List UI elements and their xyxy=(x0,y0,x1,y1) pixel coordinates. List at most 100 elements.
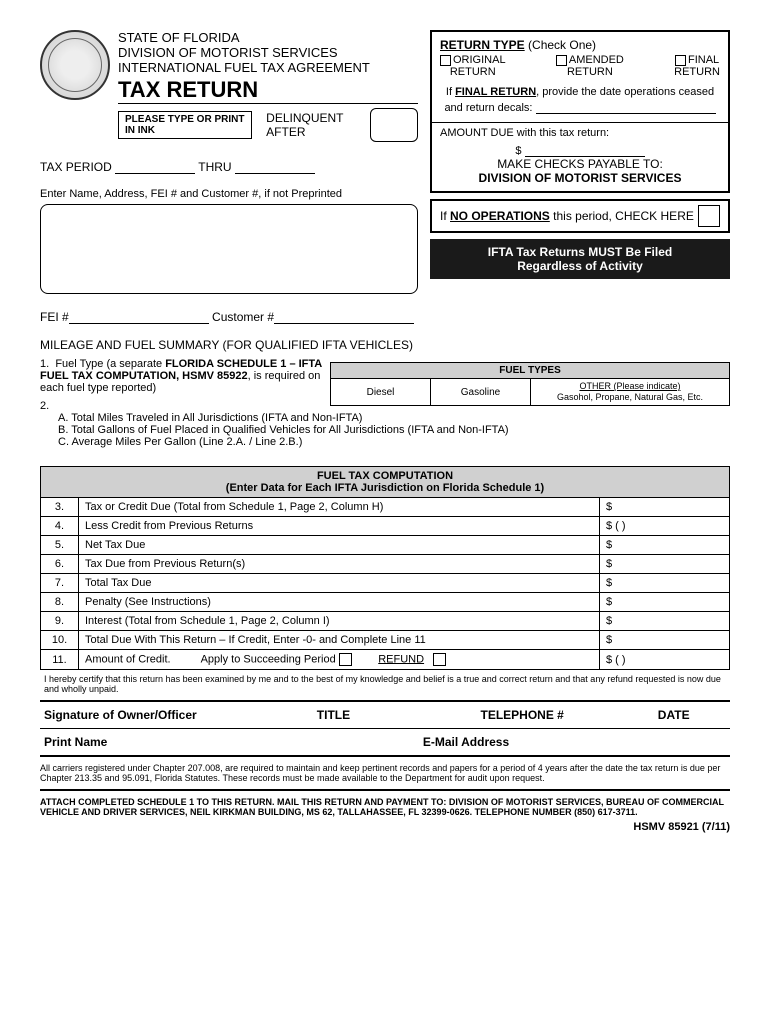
delinquent-label: DELINQUENT AFTER xyxy=(266,111,360,139)
fei-input[interactable] xyxy=(69,312,209,324)
row-num: 9. xyxy=(41,612,79,631)
comp-row: 4.Less Credit from Previous Returns$ ( ) xyxy=(41,517,730,536)
row-desc: Penalty (See Instructions) xyxy=(79,593,600,612)
row-amt[interactable]: $ xyxy=(600,574,730,593)
succeeding-checkbox[interactable] xyxy=(339,653,352,666)
no-operations-checkbox[interactable] xyxy=(698,205,720,227)
gasoline-col: Gasoline xyxy=(431,379,531,406)
footer-mailing: ATTACH COMPLETED SCHEDULE 1 TO THIS RETU… xyxy=(40,797,730,817)
amount-line: $ xyxy=(440,145,720,157)
r11d3: REFUND xyxy=(378,653,424,665)
ink-notice: PLEASE TYPE OR PRINT IN INK xyxy=(118,111,252,139)
amount-input[interactable] xyxy=(525,145,645,157)
customer-label: Customer # xyxy=(212,310,274,324)
row-num: 10. xyxy=(41,631,79,650)
thru-label: THRU xyxy=(198,160,231,174)
return-word: RETURN xyxy=(674,66,720,78)
return-type-options: ORIGINALRETURN AMENDEDRETURN FINALRETURN xyxy=(440,54,720,78)
row-desc: Net Tax Due xyxy=(79,536,600,555)
comp-row: 8.Penalty (See Instructions)$ xyxy=(41,593,730,612)
item2-list: A. Total Miles Traveled in All Jurisdict… xyxy=(58,412,730,448)
row-amt[interactable]: $ xyxy=(600,612,730,631)
email-label: E-Mail Address xyxy=(423,735,726,749)
no-operations-box: If NO OPERATIONS this period, CHECK HERE xyxy=(430,199,730,233)
form-id: HSMV 85921 (7/11) xyxy=(40,821,730,833)
certification-text: I hereby certify that this return has be… xyxy=(40,674,730,694)
division-line: DIVISION OF MOTORIST SERVICES xyxy=(118,45,418,60)
row-amt[interactable]: $ ( ) xyxy=(600,517,730,536)
row-desc: Interest (Total from Schedule 1, Page 2,… xyxy=(79,612,600,631)
row-amt[interactable]: $ xyxy=(600,555,730,574)
no2: this period, CHECK HERE xyxy=(550,209,694,223)
form-title: TAX RETURN xyxy=(118,77,418,104)
original-label: ORIGINAL xyxy=(453,54,506,66)
payable-name: DIVISION OF MOTORIST SERVICES xyxy=(440,171,720,185)
header-left: STATE OF FLORIDA DIVISION OF MOTORIST SE… xyxy=(40,30,418,324)
return-type-title: RETURN TYPE xyxy=(440,38,525,52)
fei-row: FEI # Customer # xyxy=(40,310,418,324)
row-amt[interactable]: $ xyxy=(600,536,730,555)
notice-row: PLEASE TYPE OR PRINT IN INK DELINQUENT A… xyxy=(118,108,418,142)
other-sub: Gasohol, Propane, Natural Gas, Etc. xyxy=(557,392,703,402)
date-label: DATE xyxy=(658,708,726,722)
comp-title: FUEL TAX COMPUTATION (Enter Data for Eac… xyxy=(41,467,730,498)
other-u: OTHER (Please indicate) xyxy=(579,381,680,391)
comp-row: 3.Tax or Credit Due (Total from Schedule… xyxy=(41,498,730,517)
item2c: C. Average Miles Per Gallon (Line 2.A. /… xyxy=(58,436,730,448)
tax-period-from[interactable] xyxy=(115,162,195,174)
row-amt[interactable]: $ xyxy=(600,593,730,612)
ct2: (Enter Data for Each IFTA Jurisdiction o… xyxy=(47,482,723,494)
row-desc: Total Tax Due xyxy=(79,574,600,593)
row-desc: Tax Due from Previous Return(s) xyxy=(79,555,600,574)
original-option: ORIGINALRETURN xyxy=(440,54,506,78)
state-line: STATE OF FLORIDA xyxy=(118,30,418,45)
refund-checkbox[interactable] xyxy=(433,653,446,666)
header-row: STATE OF FLORIDA DIVISION OF MOTORIST SE… xyxy=(40,30,730,324)
fn1: If xyxy=(446,86,455,98)
row-amt[interactable]: $ xyxy=(600,631,730,650)
item-2: 2. A. Total Miles Traveled in All Jurisd… xyxy=(40,400,730,448)
original-checkbox[interactable] xyxy=(440,55,451,66)
row11-num: 11. xyxy=(41,650,79,670)
fuel-types-table: FUEL TYPES Diesel Gasoline OTHER (Please… xyxy=(330,362,730,406)
item-1: FUEL TYPES Diesel Gasoline OTHER (Please… xyxy=(40,358,730,394)
no-u: NO OPERATIONS xyxy=(450,209,550,223)
row-num: 7. xyxy=(41,574,79,593)
sig-row-1: Signature of Owner/Officer TITLE TELEPHO… xyxy=(40,702,730,729)
amended-option: AMENDEDRETURN xyxy=(556,54,624,78)
diesel-col: Diesel xyxy=(331,379,431,406)
cease-date-input[interactable] xyxy=(536,102,716,114)
no1: If xyxy=(440,209,450,223)
row-num: 6. xyxy=(41,555,79,574)
tax-period-to[interactable] xyxy=(235,162,315,174)
title-label: TITLE xyxy=(317,708,481,722)
customer-input[interactable] xyxy=(274,312,414,324)
final-checkbox[interactable] xyxy=(675,55,686,66)
return-type-box: RETURN TYPE (Check One) ORIGINALRETURN A… xyxy=(430,30,730,193)
mileage-section-label: MILEAGE AND FUEL SUMMARY (FOR QUALIFIED … xyxy=(40,338,730,352)
name-address-box[interactable] xyxy=(40,204,418,294)
amended-checkbox[interactable] xyxy=(556,55,567,66)
amended-label: AMENDED xyxy=(569,54,624,66)
header-right: RETURN TYPE (Check One) ORIGINALRETURN A… xyxy=(430,30,730,324)
sig-label: Signature of Owner/Officer xyxy=(44,708,317,722)
enter-name-label: Enter Name, Address, FEI # and Customer … xyxy=(40,188,418,200)
row11-amt[interactable]: $ ( ) xyxy=(600,650,730,670)
payable-to: MAKE CHECKS PAYABLE TO: xyxy=(440,157,720,171)
item2b: B. Total Gallons of Fuel Placed in Quali… xyxy=(58,424,730,436)
signature-block: Signature of Owner/Officer TITLE TELEPHO… xyxy=(40,700,730,757)
row-amt[interactable]: $ xyxy=(600,498,730,517)
print-label: Print Name xyxy=(44,735,423,749)
noops-text: If NO OPERATIONS this period, CHECK HERE xyxy=(440,209,694,223)
delinquent-box[interactable] xyxy=(370,108,418,142)
return-word: RETURN xyxy=(567,66,613,78)
item1-t1: Fuel Type (a separate xyxy=(55,358,165,370)
fuel-tax-comp-table: FUEL TAX COMPUTATION (Enter Data for Eac… xyxy=(40,466,730,670)
comp-row: 9.Interest (Total from Schedule 1, Page … xyxy=(41,612,730,631)
phone-label: TELEPHONE # xyxy=(480,708,657,722)
check-one: (Check One) xyxy=(528,38,596,52)
footer-records: All carriers registered under Chapter 20… xyxy=(40,763,730,791)
return-word: RETURN xyxy=(450,66,496,78)
comp-row: 5.Net Tax Due$ xyxy=(41,536,730,555)
amount-due-label: AMOUNT DUE with this tax return: xyxy=(440,127,720,139)
